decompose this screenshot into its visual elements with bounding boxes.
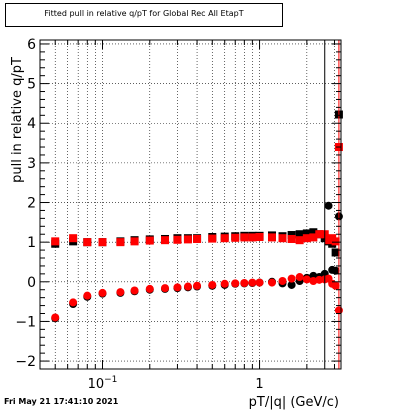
data-point-square bbox=[248, 233, 257, 242]
data-point-circle bbox=[331, 281, 340, 290]
data-point-circle bbox=[248, 278, 257, 287]
data-point-square bbox=[231, 233, 240, 242]
data-point-square bbox=[83, 238, 92, 247]
y-tick-label: 4 bbox=[27, 116, 36, 132]
x-axis-label: pT/|q| (GeV/c) bbox=[249, 395, 339, 410]
data-point-circle bbox=[287, 280, 296, 289]
data-point-square bbox=[278, 234, 287, 243]
data-point-square bbox=[302, 234, 311, 243]
data-point-circle bbox=[183, 282, 192, 291]
data-point-circle bbox=[116, 288, 125, 297]
x-tick-label: 1 bbox=[255, 377, 263, 392]
grid bbox=[39, 40, 341, 369]
data-point-circle bbox=[302, 275, 311, 284]
data-point-square bbox=[331, 248, 340, 257]
y-tick-label: 2 bbox=[27, 196, 36, 212]
data-point-square bbox=[173, 235, 182, 244]
data-point-square bbox=[309, 228, 318, 237]
data-point-circle bbox=[193, 281, 202, 290]
data-point-circle bbox=[287, 274, 296, 283]
y-axis-label: pull in relative q/pT bbox=[10, 57, 25, 183]
data-point-circle bbox=[69, 298, 78, 307]
y-tick-label: 6 bbox=[27, 37, 36, 53]
data-point-circle bbox=[130, 286, 139, 295]
axis-ticks: 10−1 1 −2 −1 0 1 2 3 4 5 6 bbox=[15, 37, 341, 392]
data-point-square bbox=[267, 233, 276, 242]
data-point-circle bbox=[83, 291, 92, 300]
data-point-square bbox=[295, 230, 304, 239]
data-point-square bbox=[309, 233, 318, 242]
data-point-circle bbox=[161, 284, 170, 293]
data-point-square bbox=[255, 233, 264, 242]
y-tick-label: −2 bbox=[15, 354, 36, 370]
y-tick-label: 1 bbox=[27, 235, 36, 251]
data-point-circle bbox=[98, 288, 107, 297]
data-point-circle bbox=[240, 278, 249, 287]
data-point-circle bbox=[145, 284, 154, 293]
chart-title: Fitted pull in relative q/pT for Global … bbox=[44, 9, 244, 18]
data-point-square bbox=[208, 234, 217, 243]
data-point-circle bbox=[309, 277, 318, 286]
plot-frame bbox=[39, 39, 342, 370]
y-tick-label: 5 bbox=[27, 77, 36, 93]
data-point-square bbox=[130, 237, 139, 246]
data-point-square bbox=[51, 237, 60, 246]
data-point-square bbox=[183, 235, 192, 244]
data-point-circle bbox=[295, 273, 304, 282]
x-tick-label: 10−1 bbox=[88, 375, 118, 392]
data-point-circle bbox=[324, 201, 333, 210]
data-point-circle bbox=[173, 283, 182, 292]
data-point-square bbox=[331, 237, 340, 246]
data-point-square bbox=[161, 236, 170, 245]
datestamp: Fri May 21 17:41:10 2021 bbox=[4, 397, 119, 406]
data-point-circle bbox=[208, 280, 217, 289]
data-point-square bbox=[116, 238, 125, 247]
data-point-square bbox=[220, 234, 229, 243]
data-point-square bbox=[302, 229, 311, 238]
data-point-circle bbox=[255, 278, 264, 287]
data-point-square bbox=[145, 236, 154, 245]
data-point-circle bbox=[231, 279, 240, 288]
data-point-square bbox=[69, 234, 78, 243]
data-points bbox=[51, 40, 343, 369]
data-point-circle bbox=[220, 279, 229, 288]
y-tick-label: 0 bbox=[27, 275, 36, 291]
data-point-square bbox=[287, 234, 296, 243]
data-point-square bbox=[193, 234, 202, 243]
x-tick-label-exponent: −1 bbox=[104, 375, 117, 385]
data-point-square bbox=[295, 236, 304, 245]
data-point-square bbox=[240, 233, 249, 242]
data-point-square bbox=[315, 230, 324, 239]
chart-title-box: Fitted pull in relative q/pT for Global … bbox=[5, 3, 283, 27]
y-tick-label: −1 bbox=[15, 314, 36, 330]
y-tick-label: 3 bbox=[27, 156, 36, 172]
data-point-circle bbox=[331, 266, 340, 275]
data-point-square bbox=[98, 238, 107, 247]
data-point-circle bbox=[278, 277, 287, 286]
data-point-circle bbox=[51, 313, 60, 322]
data-point-circle bbox=[267, 278, 276, 287]
